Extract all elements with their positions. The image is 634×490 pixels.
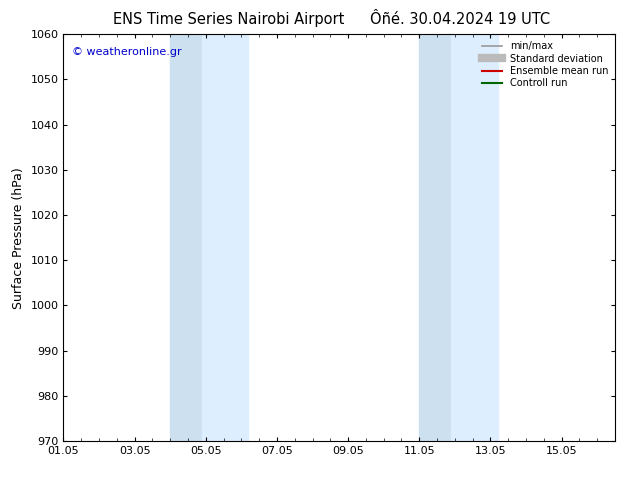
Bar [419,34,451,441]
Y-axis label: Surface Pressure (hPa): Surface Pressure (hPa) [12,167,25,309]
Bar [170,34,202,441]
Text: ENS Time Series Nairobi Airport: ENS Time Series Nairobi Airport [113,12,344,27]
Text: Ôñé. 30.04.2024 19 UTC: Ôñé. 30.04.2024 19 UTC [370,12,550,27]
Bar [451,34,498,441]
Legend: min/max, Standard deviation, Ensemble mean run, Controll run: min/max, Standard deviation, Ensemble me… [481,39,610,90]
Text: © weatheronline.gr: © weatheronline.gr [72,47,181,56]
Bar [202,34,249,441]
